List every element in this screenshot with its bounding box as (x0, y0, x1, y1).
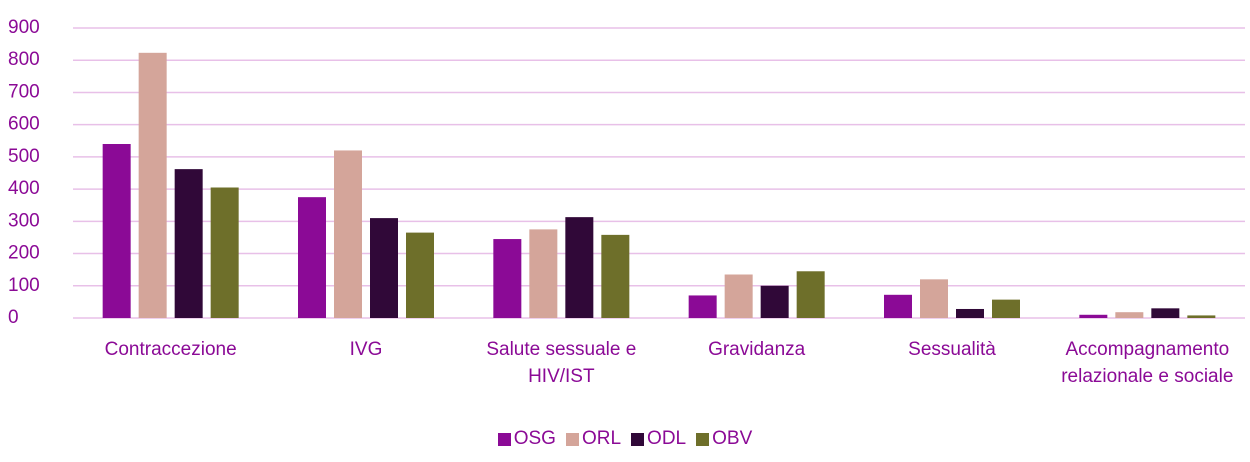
legend-item: ORL (565, 428, 622, 450)
bar (334, 150, 362, 318)
bar (102, 144, 131, 318)
y-tick-label: 500 (8, 146, 40, 167)
y-tick-label: 200 (8, 243, 40, 264)
legend-label: ODL (647, 428, 687, 449)
bar (688, 295, 717, 318)
y-tick-label: 600 (8, 114, 40, 135)
legend-label: OSG (513, 428, 556, 449)
y-tick-label: 100 (8, 275, 40, 296)
y-tick-label: 400 (8, 178, 40, 199)
x-tick-label: Accompagnamento relazionale e sociale (1061, 339, 1234, 387)
legend: OSG ORL ODL OBV (0, 428, 1250, 450)
bar (760, 285, 789, 318)
legend-swatch (631, 432, 645, 446)
bar (920, 279, 948, 318)
bar (529, 229, 558, 318)
bar (138, 52, 167, 319)
legend-swatch (497, 432, 511, 446)
bar (1115, 312, 1144, 318)
bar (298, 197, 326, 318)
legend-label: OBV (712, 428, 753, 449)
y-tick-label: 700 (8, 81, 40, 102)
y-tick-label: 0 (8, 307, 19, 328)
bar (1079, 314, 1108, 318)
bar (565, 217, 594, 318)
x-tick-label: IVG (349, 339, 383, 360)
bar (406, 232, 434, 318)
y-tick-label: 800 (8, 49, 40, 70)
bar (992, 299, 1020, 318)
bar (174, 169, 203, 318)
bar (370, 218, 398, 318)
legend-swatch (696, 432, 710, 446)
bar (1151, 308, 1180, 318)
legend-swatch (565, 432, 579, 446)
bar (724, 274, 753, 318)
bar (210, 187, 239, 318)
x-tick-label: Gravidanza (708, 339, 806, 360)
y-tick-label: 300 (8, 210, 40, 231)
bar (956, 308, 984, 318)
legend-item: OBV (696, 428, 752, 450)
bar (796, 271, 825, 318)
bar (1187, 315, 1216, 318)
bar (493, 239, 522, 318)
legend-item: OSG (497, 428, 556, 450)
x-tick-label: Contraccezione (104, 339, 237, 360)
legend-label: ORL (581, 428, 622, 449)
bar (884, 294, 912, 318)
y-tick-label: 900 (8, 17, 40, 38)
bar (601, 234, 630, 318)
x-tick-label: Sessualità (908, 339, 996, 360)
legend-item: ODL (631, 428, 686, 450)
x-tick-label: Salute sessuale e HIV/IST (486, 339, 637, 387)
